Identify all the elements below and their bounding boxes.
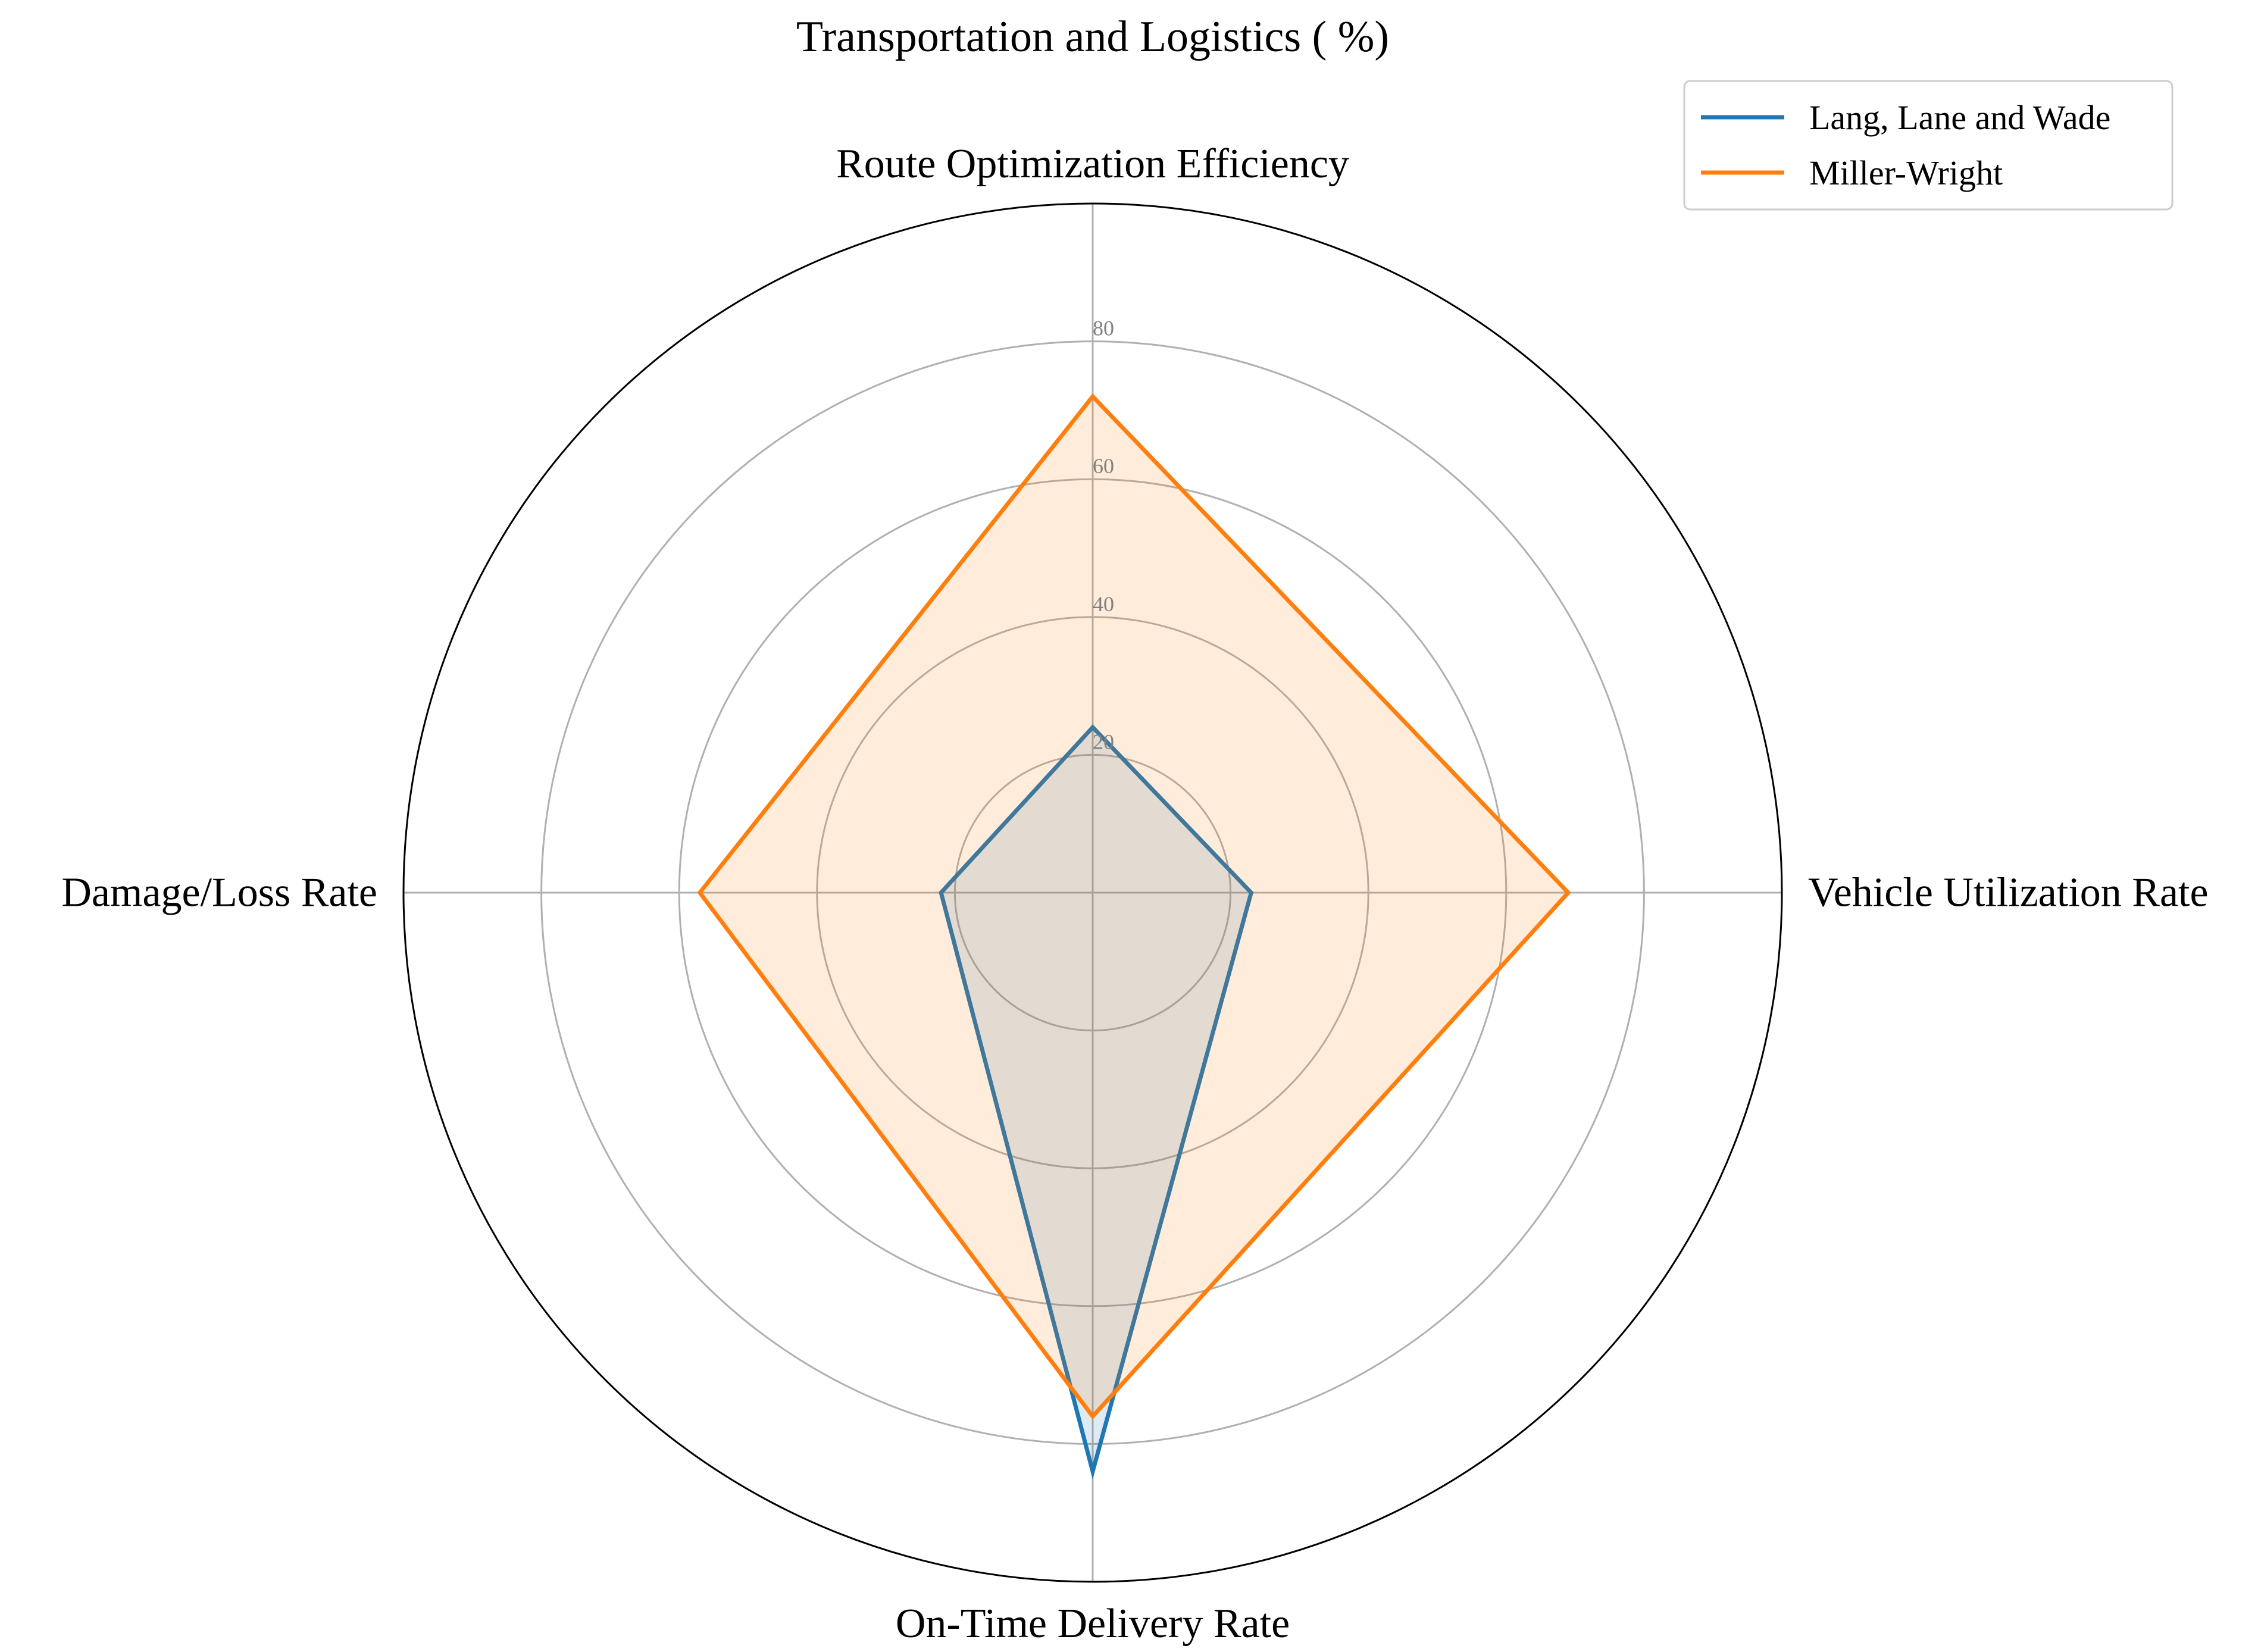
legend-frame (1683, 80, 2173, 211)
series-area-0 (941, 727, 1252, 1472)
axis-label-3: Damage/Loss Rate (61, 870, 377, 916)
tick-label-20: 20 (1093, 730, 1114, 753)
legend-label-lang-lane-wade: Lang, Lane and Wade (1809, 98, 2110, 137)
axis-label-1: Vehicle Utilization Rate (1808, 870, 2209, 916)
chart-title: Transportation and Logistics ( %) (796, 12, 1389, 61)
axis-label-0: Route Optimization Efficiency (836, 141, 1349, 187)
axis-labels: Route Optimization Efficiency Vehicle Uti… (61, 141, 2208, 1647)
legend: Lang, Lane and Wade Miller-Wright (1683, 80, 2173, 211)
polar-frame (402, 202, 1783, 1583)
radar-grid (402, 202, 1783, 1583)
axis-label-2: On-Time Delivery Rate (896, 1601, 1290, 1647)
series-layer (697, 393, 1571, 1480)
tick-label-80: 80 (1093, 317, 1114, 340)
data-point-1-0 (1092, 396, 1093, 398)
radial-tick-labels: 20 40 60 80 (1093, 317, 1114, 754)
data-point-1-1 (1568, 892, 1569, 893)
data-point-1-3 (699, 892, 700, 893)
data-point-0-0 (1092, 727, 1093, 728)
legend-label-miller-wright: Miller-Wright (1809, 154, 2003, 192)
tick-label-60: 60 (1093, 454, 1114, 478)
tick-label-40: 40 (1093, 592, 1114, 616)
series-area-1 (699, 396, 1568, 1417)
data-point-0-2 (1092, 1470, 1093, 1472)
data-point-0-3 (940, 892, 942, 893)
data-point-0-1 (1250, 892, 1252, 893)
data-point-1-2 (1092, 1416, 1093, 1418)
